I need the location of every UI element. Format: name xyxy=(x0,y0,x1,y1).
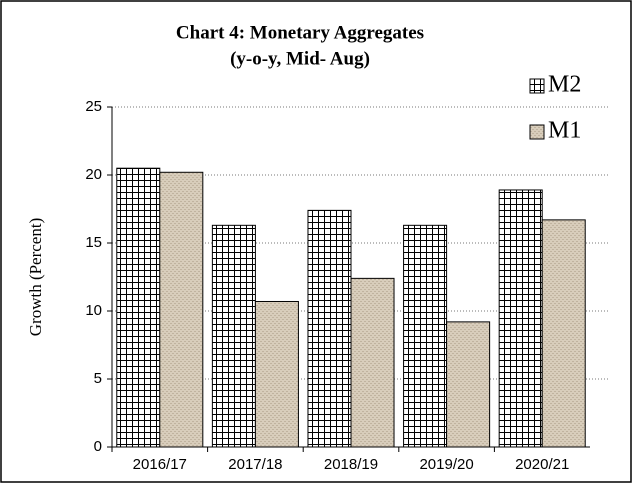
bar xyxy=(116,167,161,448)
y-axis-label: Growth (Percent) xyxy=(26,218,45,337)
bar xyxy=(446,321,491,448)
bar xyxy=(541,219,586,448)
x-tick-label: 2018/19 xyxy=(324,456,378,473)
legend-label: M2 xyxy=(548,72,581,98)
chart-title: Chart 4: Monetary Aggregates xyxy=(176,22,424,43)
bar xyxy=(350,277,395,448)
y-tick-label: 15 xyxy=(85,234,102,251)
bar xyxy=(254,300,299,448)
bar xyxy=(498,189,543,448)
bar xyxy=(159,171,204,448)
x-tick-label: 2017/18 xyxy=(228,456,282,473)
chart-subtitle: (y-o-y, Mid- Aug) xyxy=(230,48,370,69)
legend-swatch xyxy=(529,124,545,140)
y-tick-label: 5 xyxy=(94,370,102,387)
x-tick-label: 2016/17 xyxy=(133,456,187,473)
y-tick-label: 25 xyxy=(85,98,102,115)
bar xyxy=(307,209,352,448)
bar xyxy=(211,224,256,448)
bar xyxy=(403,224,448,448)
legend-swatch xyxy=(529,78,545,94)
y-tick-label: 10 xyxy=(85,302,102,319)
x-tick-label: 2019/20 xyxy=(419,456,473,473)
legend-label: M1 xyxy=(548,118,581,144)
y-tick-label: 20 xyxy=(85,166,102,183)
x-tick-label: 2020/21 xyxy=(515,456,569,473)
y-tick-label: 0 xyxy=(94,438,102,455)
